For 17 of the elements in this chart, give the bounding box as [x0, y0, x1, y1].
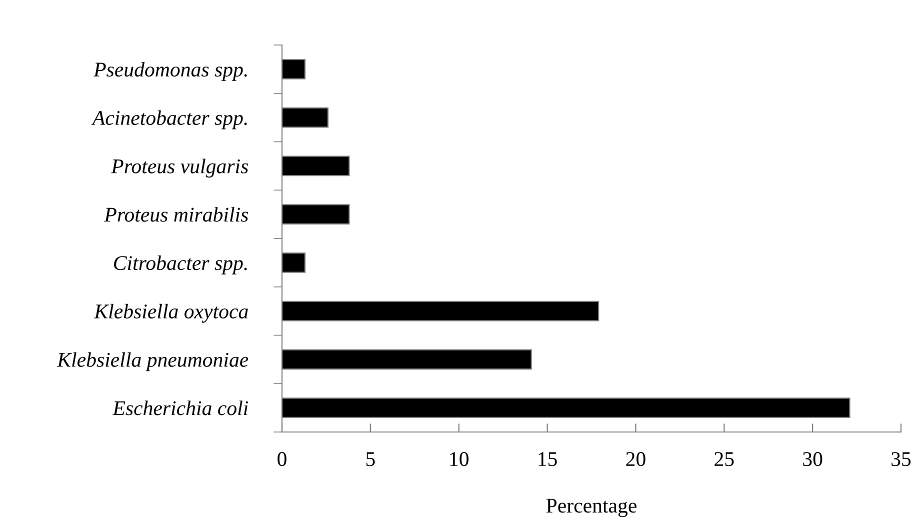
x-tick-label: 10 [450, 452, 468, 466]
y-tick-label: Escherichia coli [112, 400, 248, 416]
x-tick-label: 30 [803, 452, 822, 466]
x-tick-label: 20 [626, 452, 646, 466]
x-axis-title: Percentage [546, 498, 636, 518]
y-tick-label: Proteus vulgaris [111, 158, 248, 178]
x-tick-label: 15 [538, 452, 557, 466]
y-tick-label: Acinetobacter spp. [91, 110, 247, 130]
y-tick-label: Klebsiella pneumoniae [56, 352, 248, 372]
x-tick-label: 35 [892, 452, 911, 466]
y-tick-label: Pseudomonas spp. [93, 62, 247, 81]
x-tick-label: 25 [714, 452, 734, 466]
x-tick-label: 0 [278, 452, 286, 466]
y-tick-label: Proteus mirabilis [104, 207, 248, 222]
y-tick-label: Klebsiella oxytoca [94, 304, 248, 323]
y-tick-label: Citrobacter spp. [114, 255, 247, 274]
x-tick-label: 5 [366, 452, 375, 466]
